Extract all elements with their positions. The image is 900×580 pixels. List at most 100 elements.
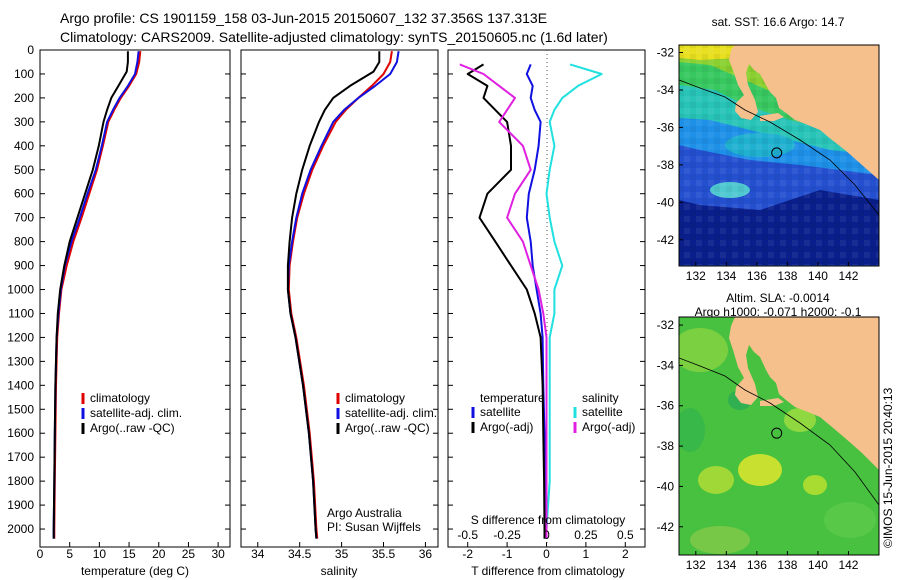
depth-tick-label: 1500 (7, 402, 34, 416)
salinity-xtick-label: 34 (251, 547, 265, 561)
salinity-annotation-2: PI: Susan Wijffels (327, 520, 421, 534)
difference-legend: temperature salinitysatelliteArgo(-adj)sa… (471, 391, 635, 434)
temperature-xtick-label: 25 (182, 547, 196, 561)
salinity-panel: 34 34.5 35 35.5 36 salinity climatologysatel… (240, 49, 439, 578)
ticksSST-xtick-label: 142 (838, 269, 858, 283)
depth-tick-label: 1900 (7, 498, 34, 512)
ticksSLA-xtick-label: 134 (716, 558, 736, 572)
depth-tick-label: 1800 (7, 474, 34, 488)
depth-tick-label: 400 (14, 139, 34, 153)
temperature-lines (52, 51, 142, 539)
temperature-xtick-label: 10 (93, 547, 107, 561)
salinity-difference-ticks: -0.5 -0.25 0 0.25 0.5 (457, 528, 634, 542)
ticksSLA-ytick-label: -32 (657, 318, 675, 332)
sst-map-title: sat. SST: 16.6 Argo: 14.7 (712, 15, 845, 29)
temperature-xtick-label: 5 (66, 547, 73, 561)
salinity-difference-tick-label: 0 (543, 528, 550, 542)
difference-lines (459, 63, 603, 539)
depth-tick-label: 500 (14, 163, 34, 177)
salinity-xtick-label: 36 (419, 547, 433, 561)
difference-panel: -2 -1 0 1 2 S difference from climatology -0… (447, 49, 646, 578)
temperature-series-2 (52, 51, 129, 539)
temperature-xtick-label: 30 (211, 547, 225, 561)
sla-map-frame (678, 316, 880, 556)
temperature-xtick-label: 20 (152, 547, 166, 561)
ticksSLA-ytick-label: -42 (657, 520, 675, 534)
ticksSLA-ytick-label: -38 (657, 439, 675, 453)
salinity-difference-tick-label: -0.25 (493, 528, 521, 542)
temperature-series-0 (53, 51, 142, 539)
difference-series-1 (466, 63, 546, 539)
ticksSST-ytick-label: -36 (657, 120, 675, 134)
legendD-label: Argo(-adj) (480, 420, 533, 434)
legendD-label: satellite (582, 405, 623, 419)
sla-map-axes: 132 134 136 138 140 142 -32 -34 -36 -38 -40 -42 (657, 318, 859, 572)
sla-argo-marker (771, 427, 783, 439)
salinity-xtick-label: 34.5 (288, 547, 312, 561)
difference-xlabel: T difference from climatology (471, 564, 625, 578)
ticksSST-xtick-label: 140 (808, 269, 828, 283)
temperature-xlabel: temperature (deg C) (81, 564, 189, 578)
difference-xtick-label: -1 (502, 547, 513, 561)
ticksSST-ytick-label: -34 (657, 83, 675, 97)
sst-map-frame (678, 44, 880, 267)
salinity-series-1 (286, 51, 400, 539)
header-line1: Argo profile: CS 1901159_158 03-Jun-2015… (60, 10, 547, 26)
legendT-label: climatology (90, 391, 150, 405)
depth-tick-label: 1100 (8, 306, 34, 320)
salinity-annotation-1: Argo Australia (327, 506, 402, 520)
salinity-series-0 (287, 51, 393, 539)
sla-map-title-1: Altim. SLA: -0.0014 (726, 291, 830, 305)
sst-map-axes: 132 134 136 138 140 142 -32 -34 -36 -38 -40 -42 (657, 45, 859, 283)
sst-map-panel: sat. SST: 16.6 Argo: 14.7 132 134 136 138 14… (657, 15, 880, 283)
ticksSLA-xtick-label: 136 (747, 558, 767, 572)
legendT-label: Argo(..raw -QC) (90, 421, 175, 435)
depth-tick-label: 700 (14, 211, 34, 225)
difference-legend-sal-title: salinity (582, 391, 619, 405)
ticksSLA-ytick-label: -36 (657, 399, 675, 413)
difference-series-3 (459, 63, 548, 539)
depth-tick-label: 0 (27, 43, 34, 57)
imos-credit: ©IMOS 15-Jun-2015 20:40:13 (881, 387, 895, 548)
temperature-panel: 0100200300400500600700800900100011001200… (7, 43, 231, 578)
legendD-label: satellite (480, 405, 521, 419)
ticksSLA-ytick-label: -40 (657, 479, 675, 493)
depth-tick-label: 2000 (7, 522, 34, 536)
depth-tick-label: 100 (14, 67, 34, 81)
salinity-difference-tick-label: -0.5 (457, 528, 478, 542)
ticksSST-xtick-label: 138 (777, 269, 797, 283)
sst-argo-marker (771, 147, 783, 159)
depth-tick-label: 300 (14, 115, 34, 129)
salinity-xtick-label: 35.5 (372, 547, 396, 561)
salinity-difference-tick-label: 0.5 (617, 528, 634, 542)
difference-legend-temp-title: temperature (480, 391, 545, 405)
salinity-difference-tick-label: 0.25 (574, 528, 598, 542)
difference-xtick-label: 0 (543, 547, 550, 561)
difference-series-2 (545, 63, 603, 539)
ticksSST-xtick-label: 132 (686, 269, 706, 283)
header-line2: Climatology: CARS2009. Satellite-adjuste… (60, 29, 608, 45)
legendS-label: climatology (345, 391, 405, 405)
salinity-depth-ticks (241, 49, 438, 530)
difference-depth-ticks (448, 49, 645, 530)
difference-xtick-label: 2 (622, 547, 629, 561)
depth-axis: 0 100 200 300 400 500 600 700 800 900 1000 1100 1200… (7, 43, 230, 536)
difference-x-axis: -2 -1 0 1 2 (462, 542, 629, 561)
ticksSST-ytick-label: -42 (657, 233, 675, 247)
temperature-axes-frame (39, 49, 231, 548)
salinity-x-axis: 34 34.5 35 35.5 36 (251, 542, 432, 561)
ticksSST-ytick-label: -40 (657, 195, 675, 209)
difference-xtick-label: 1 (583, 547, 590, 561)
temperature-xtick-label: 0 (37, 547, 44, 561)
depth-tick-label: 800 (14, 235, 34, 249)
ticksSST-xtick-label: 134 (716, 269, 736, 283)
depth-tick-label: 1700 (7, 450, 34, 464)
ticksSLA-ytick-label: -34 (657, 358, 675, 372)
difference-top-label: S difference from climatology (471, 513, 626, 527)
sla-map-title-2: Argo h1000: -0.071 h2000: -0.1 (695, 305, 862, 319)
ticksSLA-xtick-label: 142 (838, 558, 858, 572)
difference-xtick-label: -2 (462, 547, 473, 561)
